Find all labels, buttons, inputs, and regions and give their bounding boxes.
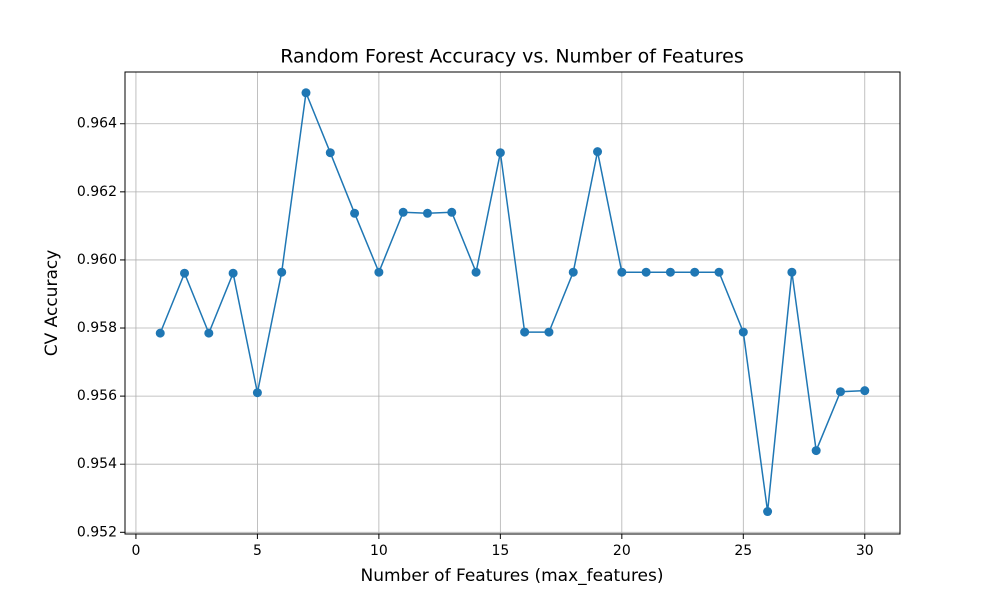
x-tick-label: 5 <box>253 543 262 559</box>
data-point <box>252 388 262 398</box>
y-tick-label: 0.954 <box>77 456 117 472</box>
x-tick-label: 20 <box>613 543 631 559</box>
data-point <box>835 387 845 397</box>
data-point <box>447 207 457 217</box>
y-tick-label: 0.958 <box>77 320 117 336</box>
data-point <box>180 268 190 278</box>
data-point <box>325 148 335 158</box>
data-point <box>520 327 530 337</box>
data-point <box>350 208 360 218</box>
data-point <box>787 267 797 277</box>
data-point <box>374 267 384 277</box>
y-axis-label: CV Accuracy <box>42 250 62 357</box>
data-point <box>495 148 505 158</box>
data-point <box>544 327 554 337</box>
data-point <box>738 327 748 337</box>
y-tick-label: 0.956 <box>77 388 117 404</box>
data-point <box>228 268 238 278</box>
data-point <box>155 328 165 338</box>
x-tick-label: 25 <box>734 543 752 559</box>
data-point <box>641 267 651 277</box>
x-tick-label: 15 <box>491 543 509 559</box>
data-point <box>277 267 287 277</box>
data-point <box>301 88 311 98</box>
data-point <box>422 208 432 218</box>
y-tick-label: 0.964 <box>77 116 117 132</box>
data-point <box>811 446 821 456</box>
x-tick-label: 30 <box>856 543 874 559</box>
y-tick-label: 0.962 <box>77 184 117 200</box>
data-point <box>398 207 408 217</box>
x-tick-label: 10 <box>370 543 388 559</box>
data-point <box>860 386 870 396</box>
y-tick-label: 0.952 <box>77 524 117 540</box>
series-line <box>159 89 865 512</box>
data-point <box>204 328 214 338</box>
data-point <box>714 267 724 277</box>
data-point <box>568 267 578 277</box>
x-axis-label: Number of Features (max_features) <box>360 566 663 586</box>
data-point <box>617 267 627 277</box>
data-point <box>690 267 700 277</box>
plot-frame <box>124 71 901 535</box>
data-point <box>665 267 675 277</box>
data-point <box>763 507 773 517</box>
y-tick-label: 0.960 <box>77 252 117 268</box>
data-point <box>593 147 603 157</box>
chart-title: Random Forest Accuracy vs. Number of Fea… <box>280 46 743 68</box>
data-point <box>471 267 481 277</box>
x-tick-label: 0 <box>131 543 140 559</box>
